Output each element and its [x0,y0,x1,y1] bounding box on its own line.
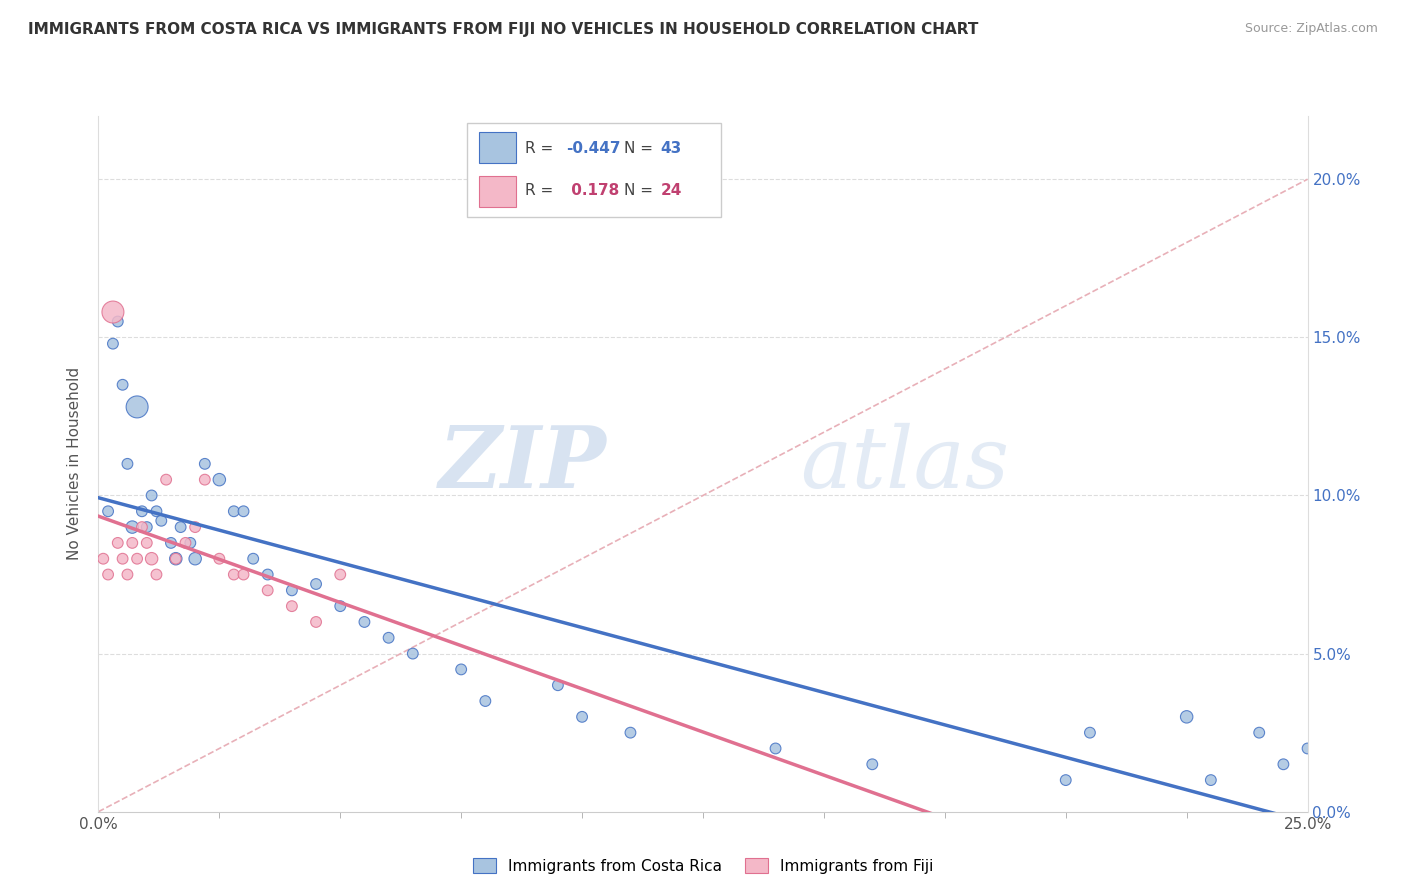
Point [117,457,139,471]
Legend: Immigrants from Costa Rica, Immigrants from Fiji: Immigrants from Costa Rica, Immigrants f… [467,852,939,880]
Point [107,536,129,550]
Point [179,536,201,550]
Point [256,567,278,582]
Point [155,473,177,487]
Point [281,583,304,598]
Text: R =: R = [526,183,558,198]
Point [329,567,352,582]
Point [1199,773,1222,788]
Point [281,599,304,614]
Point [329,599,352,614]
Point [305,615,328,629]
Point [194,473,217,487]
Point [353,615,375,629]
Point [135,536,157,550]
FancyBboxPatch shape [467,123,721,217]
Bar [479,177,516,208]
Text: IMMIGRANTS FROM COSTA RICA VS IMMIGRANTS FROM FIJI NO VEHICLES IN HOUSEHOLD CORR: IMMIGRANTS FROM COSTA RICA VS IMMIGRANTS… [28,22,979,37]
Point [127,400,149,414]
Point [101,305,124,319]
Point [135,520,157,534]
Text: 43: 43 [661,141,682,156]
Point [208,551,231,566]
Point [117,567,139,582]
Point [571,710,593,724]
Point [305,577,328,591]
Point [1054,773,1077,788]
Point [222,504,245,518]
Point [184,520,207,534]
Point [131,504,153,518]
Text: atlas: atlas [800,423,1010,505]
Point [127,551,149,566]
Point [619,725,641,739]
Point [1296,741,1319,756]
Point [141,488,163,502]
Point [184,551,207,566]
Point [1272,757,1295,772]
Point [174,536,197,550]
Point [242,551,264,566]
Point [165,551,187,566]
Point [145,567,167,582]
Point [208,473,231,487]
Point [165,551,187,566]
Text: ZIP: ZIP [439,422,606,506]
Point [121,536,143,550]
Point [111,551,134,566]
Point [232,567,254,582]
Text: N =: N = [624,141,658,156]
Point [1175,710,1198,724]
Point [97,504,120,518]
Point [160,536,183,550]
Point [860,757,883,772]
Point [141,551,163,566]
Point [121,520,143,534]
Point [765,741,787,756]
Point [547,678,569,692]
Point [107,314,129,328]
Point [256,583,278,598]
Point [169,520,191,534]
Text: -0.447: -0.447 [567,141,621,156]
Text: 24: 24 [661,183,682,198]
Point [1078,725,1101,739]
Point [402,647,425,661]
Point [111,377,134,392]
Point [232,504,254,518]
Bar [479,132,516,163]
Point [222,567,245,582]
Point [97,567,120,582]
Point [377,631,399,645]
Point [194,457,217,471]
Point [1249,725,1271,739]
Point [150,514,173,528]
Point [450,662,472,676]
Text: N =: N = [624,183,658,198]
Point [145,504,167,518]
Text: Source: ZipAtlas.com: Source: ZipAtlas.com [1244,22,1378,36]
Point [91,551,114,566]
Text: 0.178: 0.178 [567,183,620,198]
Point [474,694,496,708]
Point [101,336,124,351]
Text: R =: R = [526,141,558,156]
Point [131,520,153,534]
Y-axis label: No Vehicles in Household: No Vehicles in Household [67,368,83,560]
